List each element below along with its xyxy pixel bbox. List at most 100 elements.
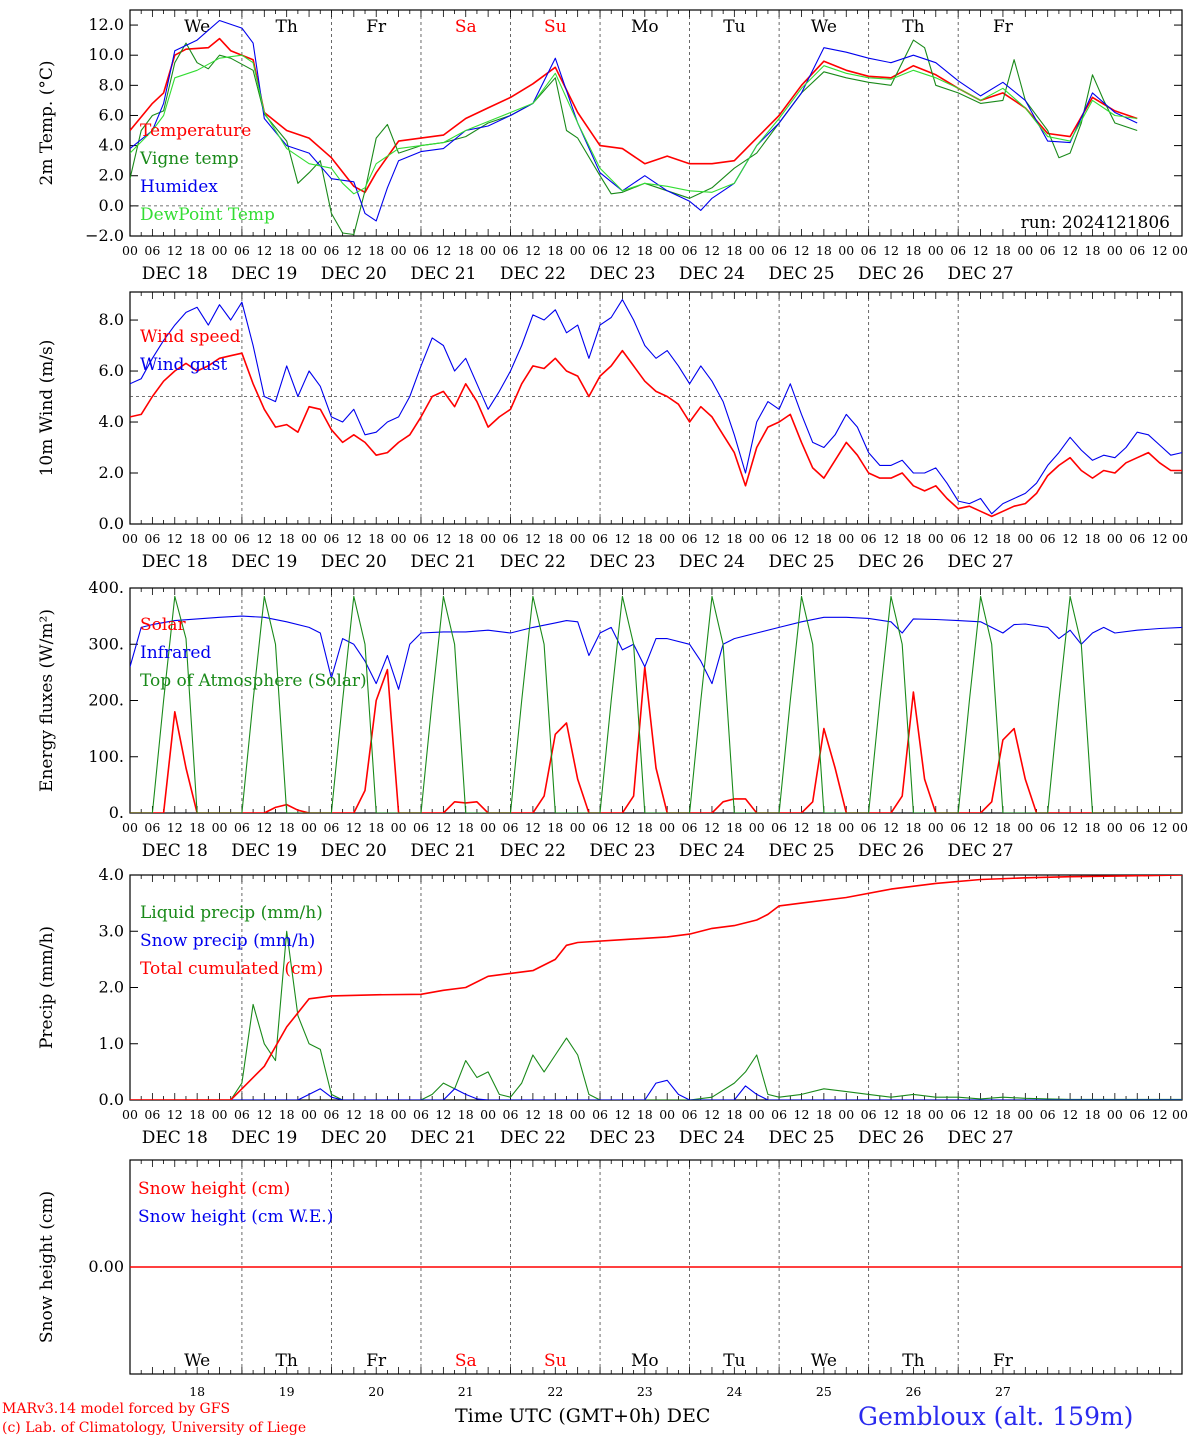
date-label: DEC 22 (500, 552, 566, 572)
date-label: DEC 18 (142, 1128, 208, 1148)
hour-tick-label: 12 (1062, 531, 1078, 546)
y-tick-label: 2.0 (99, 166, 124, 185)
day-number-label: 20 (368, 1384, 384, 1399)
hour-tick-label: 00 (301, 820, 317, 835)
hour-tick-label: 00 (928, 820, 944, 835)
date-label: DEC 20 (321, 841, 387, 861)
hour-tick-label: 18 (368, 531, 384, 546)
credit-line-2: (c) Lab. of Climatology, University of L… (2, 1420, 307, 1436)
hour-tick-label: 12 (167, 820, 183, 835)
hour-tick-label: 00 (1017, 531, 1033, 546)
date-label: DEC 21 (410, 264, 476, 284)
hour-tick-label: 00 (749, 820, 765, 835)
y-tick-label: 0.0 (99, 1090, 124, 1109)
hour-tick-label: 00 (570, 820, 586, 835)
hour-tick-label: 06 (1040, 820, 1056, 835)
hour-tick-label: 00 (1172, 531, 1188, 546)
hour-tick-label: 18 (458, 820, 474, 835)
hour-tick-label: 00 (391, 531, 407, 546)
hour-tick-label: 06 (234, 1107, 250, 1122)
day-number-label: 21 (458, 1384, 474, 1399)
hour-tick-label: 18 (458, 1107, 474, 1122)
date-label: DEC 25 (768, 552, 834, 572)
series-line-dewpoint-temp (130, 54, 1138, 195)
hour-tick-label: 00 (480, 243, 496, 258)
hour-tick-label: 00 (1107, 1107, 1123, 1122)
y-axis-label: 2m Temp. (°C) (37, 60, 57, 185)
legend-label: Temperature (140, 121, 251, 141)
weekday-label: Th (276, 1351, 298, 1371)
hour-tick-label: 18 (279, 1107, 295, 1122)
hour-tick-label: 12 (256, 820, 272, 835)
date-label: DEC 22 (500, 841, 566, 861)
hour-tick-label: 12 (794, 531, 810, 546)
hour-tick-label: 18 (547, 243, 563, 258)
panel-4: 0.0 1.0 2.0 3.0 4.0 Precip (mm/h) 00 06 12 18 00 06… (37, 865, 1188, 1148)
hour-tick-label: 12 (167, 1107, 183, 1122)
series-line-vigne-temp (130, 39, 1138, 236)
hour-tick-label: 00 (928, 531, 944, 546)
panels-group: −2.0 0.0 2.0 4.0 6.0 8.0 10.0 12.0 2m Temp. (°C)… (37, 9, 1188, 1399)
hour-tick-label: 18 (189, 1107, 205, 1122)
legend-label: Wind speed (140, 327, 241, 347)
hour-tick-label: 00 (570, 243, 586, 258)
weekday-label: Fr (366, 1351, 387, 1371)
y-tick-label: 8.0 (99, 75, 124, 94)
hour-tick-label: 18 (995, 243, 1011, 258)
date-label: DEC 25 (768, 264, 834, 284)
hour-tick-label: 06 (503, 243, 519, 258)
hour-tick-label: 00 (749, 531, 765, 546)
legend-label: Total cumulated (cm) (140, 959, 323, 979)
hour-tick-label: 18 (368, 243, 384, 258)
hour-tick-label: 12 (614, 1107, 630, 1122)
hour-tick-label: 00 (928, 243, 944, 258)
hour-tick-label: 18 (637, 243, 653, 258)
series-line-infrared (130, 615, 1182, 690)
weekday-label: Mo (631, 1351, 659, 1371)
hour-tick-label: 06 (323, 1107, 339, 1122)
hour-tick-label: 18 (547, 531, 563, 546)
series-line-wind-speed (130, 349, 1182, 518)
hour-tick-label: 00 (122, 1107, 138, 1122)
series-line-solar (130, 666, 1182, 813)
y-tick-label: 8.0 (99, 310, 124, 329)
hour-tick-label: 00 (212, 531, 228, 546)
date-label: DEC 25 (768, 1128, 834, 1148)
date-label: DEC 18 (142, 264, 208, 284)
hour-tick-label: 06 (323, 820, 339, 835)
hour-tick-label: 12 (704, 531, 720, 546)
date-label: DEC 19 (231, 841, 297, 861)
hour-tick-label: 00 (1017, 820, 1033, 835)
day-number-label: 27 (995, 1384, 1011, 1399)
panel-1: −2.0 0.0 2.0 4.0 6.0 8.0 10.0 12.0 2m Temp. (°C)… (37, 9, 1188, 284)
weekday-label: We (811, 17, 837, 37)
hour-tick-label: 06 (503, 1107, 519, 1122)
y-tick-label: 200. (88, 691, 124, 710)
series-line-top-of-atmosphere-solar (130, 595, 1182, 813)
series-line-liquid-precip-mm-h (130, 930, 1182, 1100)
hour-tick-label: 12 (883, 1107, 899, 1122)
hour-tick-label: 00 (570, 1107, 586, 1122)
hour-tick-label: 06 (1040, 1107, 1056, 1122)
hour-tick-label: 06 (144, 243, 160, 258)
hour-tick-label: 00 (480, 820, 496, 835)
hour-tick-label: 18 (637, 820, 653, 835)
hour-tick-label: 00 (928, 1107, 944, 1122)
hour-tick-label: 12 (1062, 243, 1078, 258)
day-number-label: 18 (189, 1384, 205, 1399)
series-line-snow-precip-mm-h (130, 1079, 1182, 1100)
date-label: DEC 20 (321, 552, 387, 572)
date-label: DEC 26 (858, 841, 924, 861)
date-label: DEC 21 (410, 841, 476, 861)
y-tick-label: 4.0 (99, 412, 124, 431)
hour-tick-label: 18 (279, 820, 295, 835)
x-axis-label: Time UTC (GMT+0h) (455, 1405, 661, 1427)
hour-tick-label: 00 (480, 531, 496, 546)
hour-tick-label: 06 (592, 243, 608, 258)
hour-tick-label: 12 (256, 243, 272, 258)
legend-label: Solar (140, 615, 186, 635)
legend-label: Snow height (cm W.E.) (138, 1207, 333, 1227)
weekday-label: We (184, 17, 210, 37)
date-label: DEC 19 (231, 264, 297, 284)
